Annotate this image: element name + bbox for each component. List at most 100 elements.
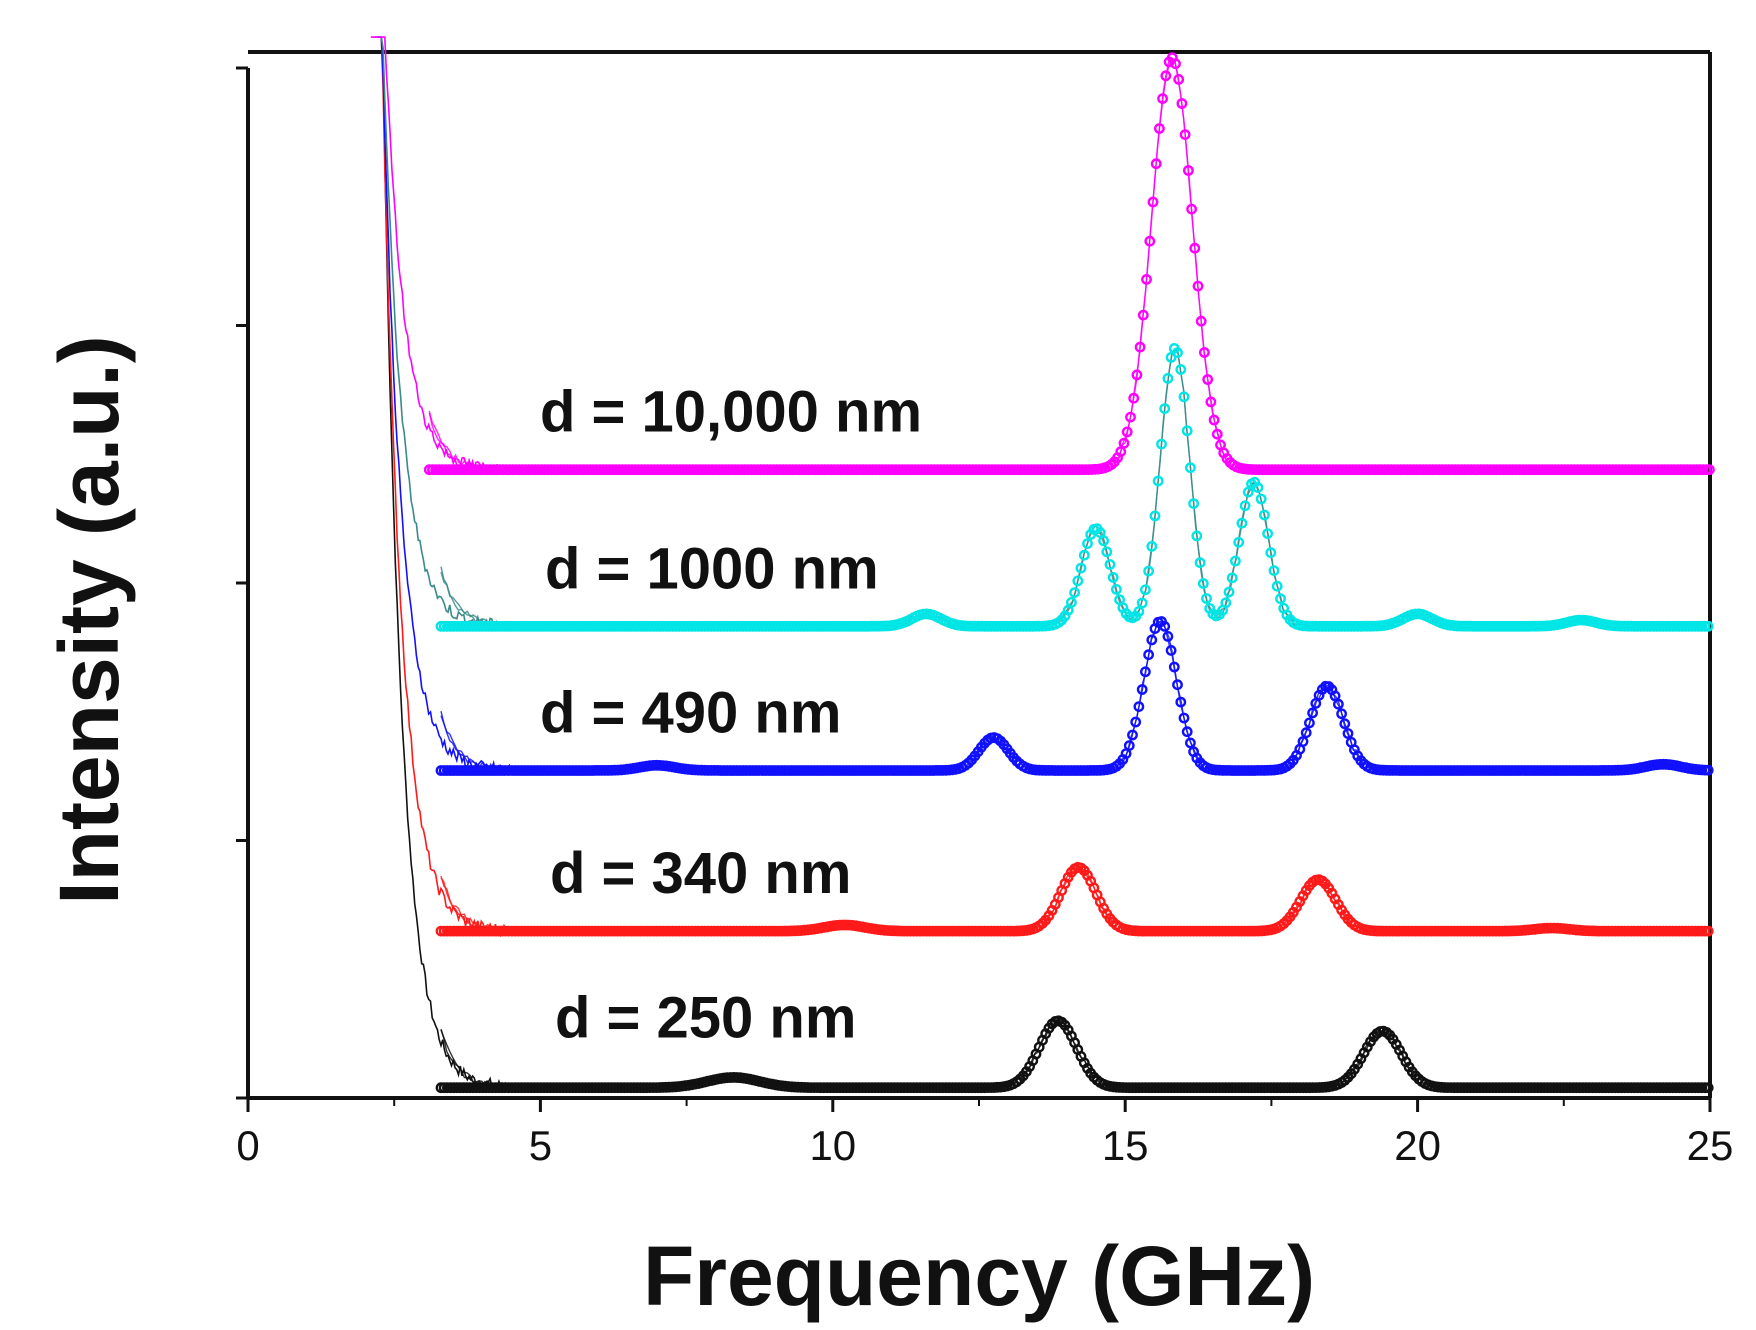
fit-point — [1143, 565, 1155, 577]
fit-point — [1160, 70, 1172, 82]
fit-point — [1134, 341, 1146, 353]
fit-point — [1147, 196, 1159, 208]
fit-point — [1188, 498, 1200, 509]
fit-point — [1152, 475, 1164, 487]
fit-point — [1140, 666, 1151, 678]
fit-point — [1146, 541, 1158, 552]
fit-point — [1178, 391, 1190, 403]
fit-point — [1255, 493, 1267, 505]
fit-point — [1175, 364, 1187, 375]
fit-point — [1202, 374, 1214, 385]
fit-point — [1185, 737, 1196, 749]
fit-point — [1143, 649, 1155, 661]
series-0-fit-points — [423, 52, 1715, 476]
x-ticks: 0 5 10 15 20 25 — [236, 1098, 1733, 1169]
fit-point — [1104, 559, 1116, 570]
fit-point — [1178, 712, 1190, 724]
fit-point — [1191, 530, 1203, 542]
fit-point — [1168, 661, 1180, 673]
fit-point — [1271, 580, 1283, 592]
x-tick-label: 25 — [1687, 1122, 1734, 1169]
y-ticks — [236, 66, 248, 1100]
fit-point — [1304, 717, 1315, 729]
fit-point — [1123, 740, 1135, 751]
fit-point — [1133, 606, 1145, 617]
series-labels: d = 10,000 nm d = 1000 nm d = 490 nm d = 34… — [540, 380, 922, 1051]
fit-point — [1333, 698, 1344, 710]
fit-point — [1339, 718, 1351, 730]
series-label-2: d = 490 nm — [540, 680, 841, 745]
series-label-1: d = 1000 nm — [545, 536, 879, 601]
fit-point — [1226, 572, 1238, 584]
fit-point — [1121, 426, 1133, 438]
series-label-4: d = 250 nm — [555, 986, 856, 1051]
x-tick-label: 15 — [1102, 1122, 1149, 1169]
series-4-tail — [384, 160, 512, 1093]
fit-point — [1702, 1082, 1714, 1094]
series-4-fit-points — [435, 1015, 1714, 1094]
fit-point — [1125, 411, 1136, 423]
fit-point — [1075, 562, 1087, 574]
series-3 — [380, 37, 1714, 938]
fit-point — [1297, 736, 1309, 747]
series-label-3: d = 340 nm — [550, 841, 851, 906]
fit-point — [1162, 631, 1174, 642]
fit-point — [1192, 280, 1204, 292]
series-2-tail — [377, 36, 512, 775]
fit-point — [1107, 572, 1119, 583]
series-1-fit-points — [435, 342, 1714, 632]
y-axis-title: Intensity (a.u.) — [42, 335, 136, 904]
fit-point — [1156, 438, 1167, 450]
series-0-tail — [370, 36, 500, 476]
fit-point — [1223, 586, 1235, 598]
fit-point — [1179, 129, 1191, 141]
fit-point — [1268, 565, 1280, 576]
fit-point — [1175, 696, 1187, 708]
fit-point — [1189, 242, 1201, 254]
fit-point — [1230, 555, 1241, 567]
fit-point — [1300, 727, 1312, 739]
fit-point — [1185, 462, 1196, 474]
fit-point — [1205, 396, 1217, 408]
fit-point — [1239, 500, 1251, 512]
fit-point — [1101, 546, 1113, 558]
fit-point — [1275, 593, 1286, 605]
fit-point — [1208, 414, 1220, 426]
fit-point — [1078, 549, 1090, 561]
fit-point — [1702, 620, 1714, 632]
fit-point — [1220, 597, 1232, 609]
series-4 — [384, 160, 1714, 1094]
fit-point — [1236, 517, 1248, 529]
fit-point — [1136, 597, 1148, 609]
fit-point — [1201, 593, 1212, 604]
x-tick-label: 0 — [236, 1122, 259, 1169]
fit-point — [1069, 587, 1081, 598]
x-tick-label: 10 — [809, 1122, 856, 1169]
fit-point — [1154, 123, 1165, 134]
fit-point — [1233, 536, 1245, 548]
fit-point — [1137, 309, 1149, 321]
fit-point — [1144, 235, 1156, 247]
fit-point — [1252, 482, 1264, 493]
x-tick-label: 20 — [1394, 1122, 1441, 1169]
series-2-fit-points — [435, 616, 1714, 776]
fit-point — [1133, 701, 1145, 712]
fit-point — [1265, 547, 1277, 559]
fit-point — [1199, 347, 1210, 358]
fit-point — [1176, 98, 1188, 109]
series-label-0: d = 10,000 nm — [540, 380, 922, 445]
fit-point — [1181, 726, 1193, 738]
fit-point — [1149, 510, 1161, 522]
series-layer — [370, 36, 1715, 1094]
series-2 — [377, 36, 1714, 776]
fit-point — [1098, 535, 1110, 547]
fit-point — [1186, 203, 1198, 215]
fit-point — [1130, 716, 1142, 728]
fit-point — [1162, 372, 1174, 384]
fit-point — [1195, 315, 1207, 327]
fit-point — [1211, 428, 1223, 440]
fit-point — [1183, 165, 1194, 176]
fit-point — [1172, 679, 1183, 691]
fit-point — [1127, 729, 1138, 741]
